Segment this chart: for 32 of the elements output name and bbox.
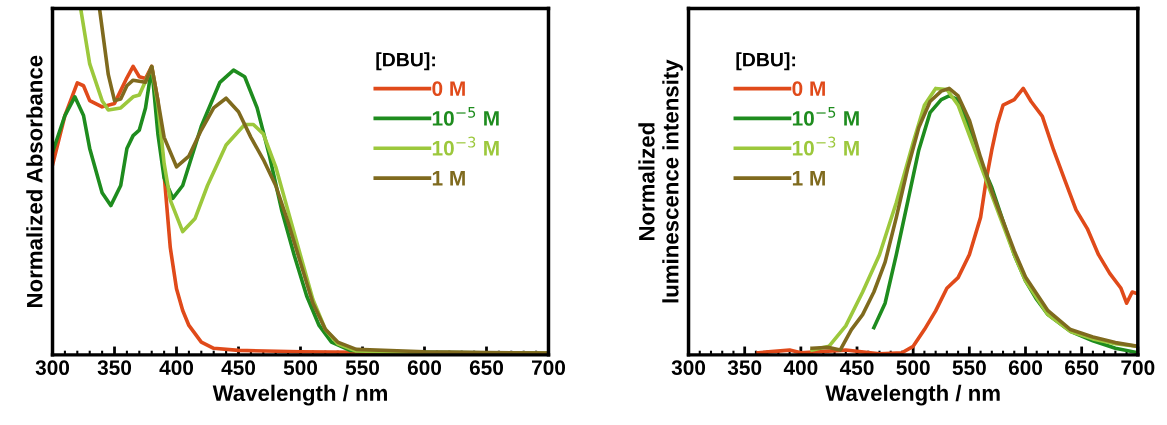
x-tick-label: 350 <box>727 360 762 376</box>
x-tick-label: 300 <box>671 360 706 376</box>
x-tick-label: 600 <box>1008 360 1043 376</box>
x-tick-label: 400 <box>783 360 818 376</box>
x-tick-label: 450 <box>839 360 874 376</box>
x-tick-label: 700 <box>1121 360 1155 376</box>
x-tick-label: 500 <box>283 360 318 376</box>
x-tick-label: 700 <box>532 360 566 376</box>
y-axis-title: Normalized Absorbance <box>26 55 43 307</box>
legend-label: 0 M <box>432 81 465 97</box>
legend-label: 10$^{−5}$ M <box>792 106 859 126</box>
x-tick-label: 650 <box>1065 360 1099 376</box>
x-tick-label: 450 <box>221 360 256 376</box>
x-tick-label: 500 <box>896 360 930 376</box>
x-axis-title: Wavelength / nm <box>825 384 1000 406</box>
y-axis-title: Normalized luminescence intensity <box>638 59 683 303</box>
legend-label: 10$^{−5}$ M <box>432 106 499 126</box>
x-axis-title: Wavelength / nm <box>212 384 387 406</box>
x-tick-label: 550 <box>345 360 380 376</box>
legend-title: [DBU]: <box>736 52 796 71</box>
x-tick-label: 400 <box>159 360 194 376</box>
x-tick-label: 350 <box>97 360 132 376</box>
legend-label: 10$^{−3}$ M <box>432 136 499 156</box>
x-tick-label: 300 <box>35 360 70 376</box>
legend-label: 1 M <box>432 171 465 186</box>
x-tick-label: 650 <box>469 360 504 376</box>
x-tick-label: 550 <box>952 360 986 376</box>
legend-label: 1 M <box>792 171 825 186</box>
legend-label: 10$^{−3}$ M <box>792 136 859 156</box>
legend-label: 0 M <box>792 81 825 97</box>
x-tick-label: 600 <box>407 360 442 376</box>
legend-title: [DBU]: <box>376 52 435 71</box>
